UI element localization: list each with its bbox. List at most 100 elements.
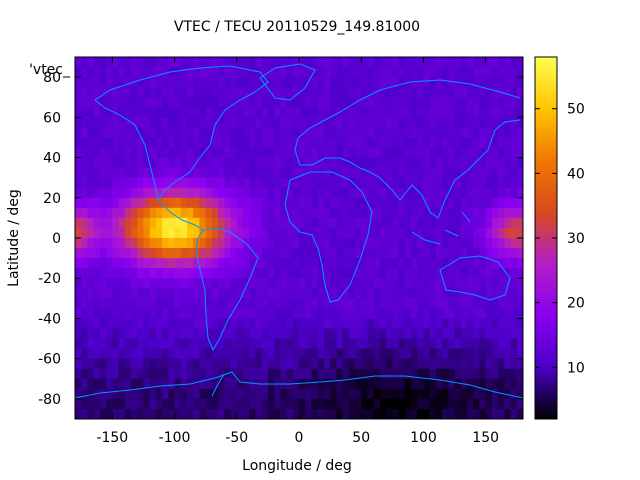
heatmap-cell — [460, 197, 468, 209]
heatmap-cell — [311, 358, 319, 370]
heatmap-cell — [311, 258, 319, 269]
heatmap-cell — [404, 398, 412, 410]
heatmap-cell — [317, 388, 325, 400]
heatmap-cell — [299, 388, 306, 400]
heatmap-cell — [87, 278, 95, 289]
heatmap-cell — [261, 368, 269, 380]
heatmap-cell — [460, 227, 468, 239]
heatmap-cell — [106, 388, 113, 400]
heatmap-cell — [429, 187, 437, 199]
heatmap-cell — [423, 328, 431, 340]
heatmap-cell — [485, 207, 493, 219]
heatmap-cell — [305, 157, 313, 169]
heatmap-cell — [162, 97, 169, 108]
heatmap-cell — [124, 248, 132, 259]
heatmap-cell — [454, 207, 462, 219]
heatmap-cell — [323, 77, 331, 88]
heatmap-cell — [442, 137, 449, 149]
heatmap-cell — [311, 87, 319, 98]
heatmap-cell — [162, 328, 169, 340]
heatmap-cell — [93, 57, 101, 68]
heatmap-cell — [137, 87, 145, 98]
heatmap-cell — [155, 328, 163, 340]
heatmap-cell — [137, 288, 145, 299]
heatmap-cell — [473, 97, 481, 108]
heatmap-cell — [187, 137, 194, 149]
heatmap-cell — [193, 217, 201, 229]
heatmap-cell — [479, 217, 487, 229]
heatmap-cell — [149, 117, 157, 128]
heatmap-cell — [93, 127, 101, 139]
heatmap-cell — [473, 137, 481, 149]
heatmap-cell — [379, 338, 387, 350]
heatmap-cell — [342, 107, 350, 118]
heatmap-cell — [485, 167, 493, 179]
heatmap-cell — [243, 87, 250, 98]
heatmap-cell — [218, 167, 225, 179]
heatmap-cell — [460, 408, 468, 419]
heatmap-cell — [106, 157, 113, 169]
heatmap-cell — [411, 157, 418, 169]
heatmap-cell — [454, 107, 462, 118]
heatmap-cell — [504, 107, 512, 118]
heatmap-cell — [411, 278, 418, 289]
heatmap-cell — [442, 278, 449, 289]
heatmap-cell — [417, 358, 425, 370]
heatmap-cell — [299, 318, 306, 330]
heatmap-cell — [168, 107, 176, 118]
heatmap-cell — [473, 278, 481, 289]
heatmap-cell — [467, 348, 474, 360]
heatmap-cell — [292, 77, 300, 88]
heatmap-cell — [442, 57, 449, 68]
heatmap-cell — [143, 258, 151, 269]
heatmap-cell — [193, 167, 201, 179]
heatmap-cell — [99, 388, 107, 400]
heatmap-cell — [286, 177, 294, 189]
heatmap-cell — [299, 288, 306, 299]
heatmap-cell — [404, 388, 412, 400]
heatmap-cell — [305, 298, 313, 309]
heatmap-cell — [429, 147, 437, 159]
heatmap-cell — [106, 117, 113, 128]
heatmap-cell — [417, 258, 425, 269]
heatmap-cell — [280, 57, 288, 68]
heatmap-cell — [162, 298, 169, 309]
heatmap-cell — [386, 227, 393, 239]
heatmap-cell — [81, 227, 89, 239]
heatmap-cell — [187, 328, 194, 340]
heatmap-cell — [467, 308, 474, 320]
heatmap-cell — [168, 248, 176, 259]
heatmap-cell — [180, 238, 188, 249]
heatmap-cell — [467, 167, 474, 179]
heatmap-cell — [218, 187, 225, 199]
heatmap-cell — [317, 187, 325, 199]
heatmap-cell — [224, 167, 232, 179]
heatmap-cell — [435, 157, 443, 169]
heatmap-cell — [106, 408, 113, 419]
heatmap-cell — [498, 258, 505, 269]
heatmap-cell — [460, 77, 468, 88]
heatmap-cell — [454, 97, 462, 108]
heatmap-cell — [404, 258, 412, 269]
heatmap-cell — [106, 348, 113, 360]
heatmap-cell — [286, 107, 294, 118]
heatmap-cell — [106, 248, 113, 259]
heatmap-cell — [143, 378, 151, 390]
heatmap-cell — [404, 197, 412, 209]
heatmap-cell — [435, 338, 443, 350]
heatmap-cell — [373, 388, 381, 400]
heatmap-cell — [342, 288, 350, 299]
heatmap-cell — [280, 388, 288, 400]
heatmap-cell — [174, 308, 182, 320]
heatmap-cell — [504, 278, 512, 289]
heatmap-cell — [87, 147, 95, 159]
heatmap-cell — [311, 197, 319, 209]
heatmap-cell — [292, 207, 300, 219]
heatmap-cell — [404, 67, 412, 78]
heatmap-cell — [274, 127, 281, 139]
heatmap-cell — [423, 368, 431, 380]
heatmap-cell — [398, 197, 406, 209]
heatmap-cell — [249, 408, 257, 419]
heatmap-cell — [205, 378, 213, 390]
heatmap-cell — [261, 268, 269, 279]
